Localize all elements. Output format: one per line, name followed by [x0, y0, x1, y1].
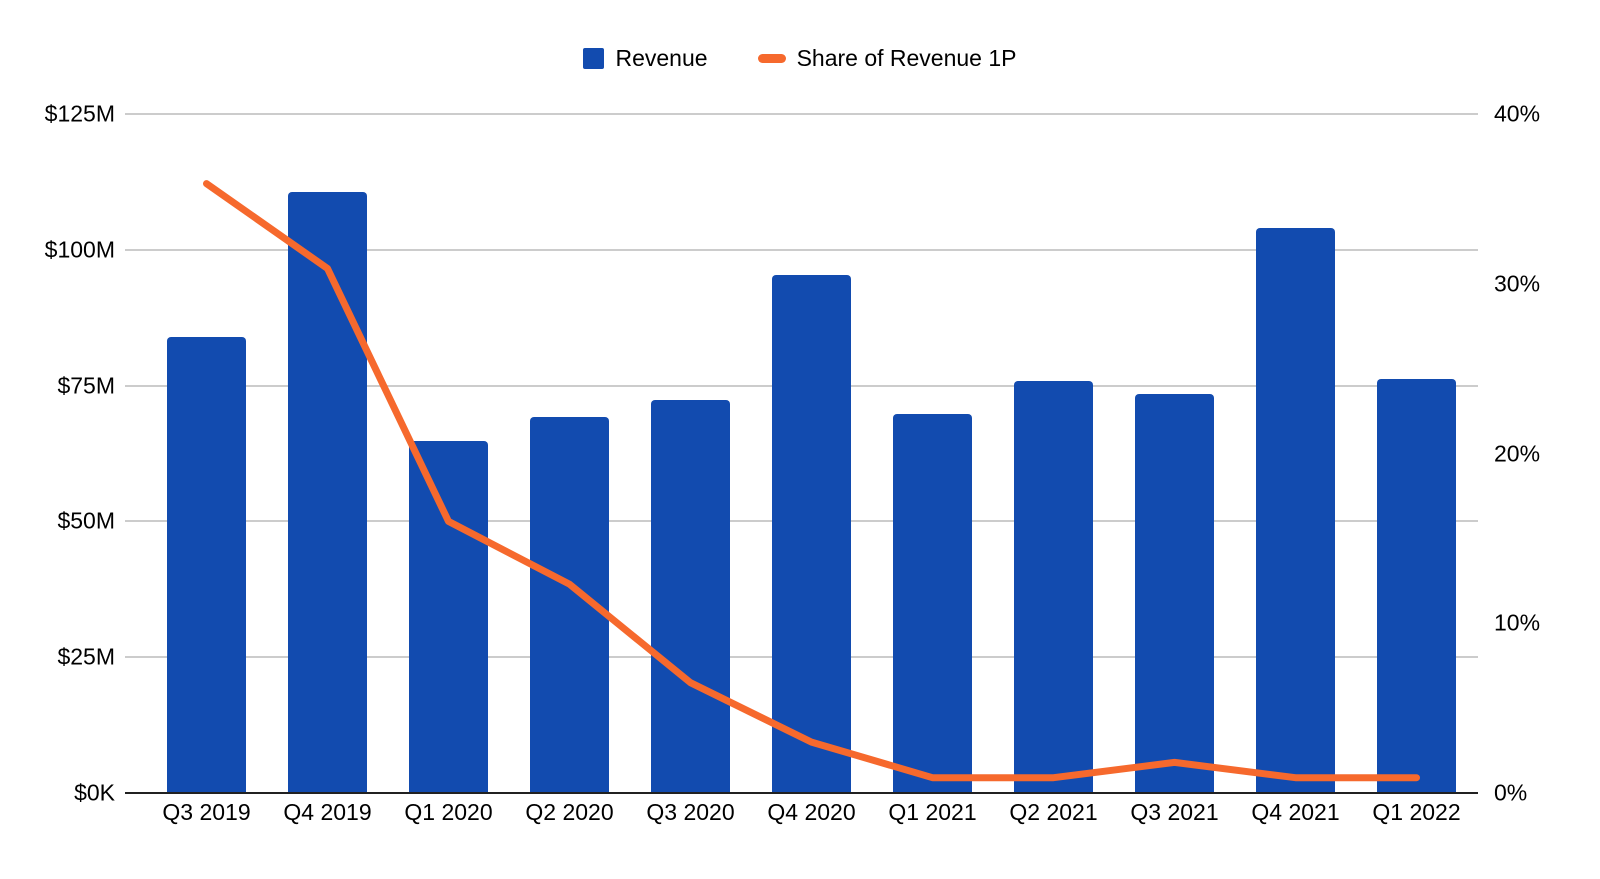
revenue-legend-swatch-icon	[583, 47, 605, 69]
x-axis-tick-label: Q3 2020	[646, 799, 735, 825]
x-axis-tick-label: Q1 2022	[1372, 799, 1461, 825]
bar-slot	[1235, 114, 1356, 793]
gridline	[125, 248, 1478, 251]
x-axis-tick-label: Q4 2019	[283, 799, 372, 825]
share-legend-swatch-icon	[757, 53, 786, 63]
revenue-bar-q3-2021[interactable]	[1134, 393, 1215, 793]
left-axis-tick-label: $125M	[44, 100, 115, 127]
revenue-bar-q2-2021[interactable]	[1013, 381, 1094, 793]
x-axis-tick-label: Q4 2020	[767, 799, 856, 825]
x-axis-line	[125, 792, 1478, 794]
chart-legend: Revenue Share of Revenue 1P	[0, 44, 1600, 72]
bar-slot	[993, 114, 1114, 793]
bar-slot	[630, 114, 751, 793]
revenue-bar-q3-2019[interactable]	[166, 336, 247, 793]
x-axis-tick-label: Q1 2020	[404, 799, 493, 825]
x-axis-tick-label: Q2 2020	[525, 799, 614, 825]
left-axis-tick-label: $100M	[44, 236, 115, 263]
bar-slot	[872, 114, 993, 793]
legend-item-share-of-revenue-1p[interactable]: Share of Revenue 1P	[757, 44, 1017, 72]
right-axis: 40% 30% 20% 10% 0%	[1494, 101, 1600, 806]
right-axis-tick-label: 10%	[1494, 609, 1541, 636]
legend-label-revenue: Revenue	[615, 45, 708, 71]
revenue-bar-q3-2020[interactable]	[650, 399, 731, 793]
revenue-bar-q4-2019[interactable]	[287, 192, 368, 793]
right-axis-tick-label: 20%	[1494, 440, 1541, 466]
left-axis-tick-label: $50M	[57, 507, 115, 534]
share-of-revenue-line-layer	[203, 180, 1420, 782]
legend-item-revenue[interactable]: Revenue	[583, 44, 708, 72]
bar-slot	[267, 114, 388, 793]
bar-slot	[1114, 114, 1235, 793]
left-axis: $125M $100M $75M $50M $25M $0K	[0, 101, 115, 806]
gridline	[125, 113, 1478, 115]
left-axis-tick-label: $25M	[57, 643, 115, 670]
x-axis-tick-label: Q4 2021	[1251, 799, 1340, 825]
x-axis: Q3 2019 Q4 2019 Q1 2020 Q2 2020 Q3 2020 Q4 20…	[146, 799, 1477, 829]
x-axis-tick-label: Q3 2021	[1130, 799, 1219, 825]
x-axis-tick-label: Q3 2019	[162, 799, 251, 825]
revenue-bar-q1-2022[interactable]	[1376, 378, 1457, 793]
left-axis-tick-label: $0K	[74, 779, 115, 806]
revenue-bar-q4-2020[interactable]	[771, 274, 852, 793]
bar-slot	[388, 114, 509, 793]
revenue-bar-q1-2021[interactable]	[892, 414, 973, 793]
revenue-bar-q1-2020[interactable]	[408, 441, 489, 793]
x-axis-tick-label: Q2 2021	[1009, 799, 1098, 825]
right-axis-tick-label: 0%	[1494, 779, 1528, 806]
x-axis-tick-label: Q1 2021	[888, 799, 977, 825]
bar-slot	[1356, 114, 1477, 793]
bar-slot	[146, 114, 267, 793]
revenue-bar-q4-2021[interactable]	[1255, 227, 1336, 793]
legend-label-share-of-revenue-1p: Share of Revenue 1P	[796, 45, 1017, 71]
right-axis-tick-label: 30%	[1494, 270, 1541, 297]
bar-slot	[751, 114, 872, 793]
share-of-revenue-1p-line[interactable]	[203, 180, 1420, 782]
right-axis-tick-label: 40%	[1494, 100, 1541, 127]
left-axis-tick-label: $75M	[57, 372, 115, 399]
